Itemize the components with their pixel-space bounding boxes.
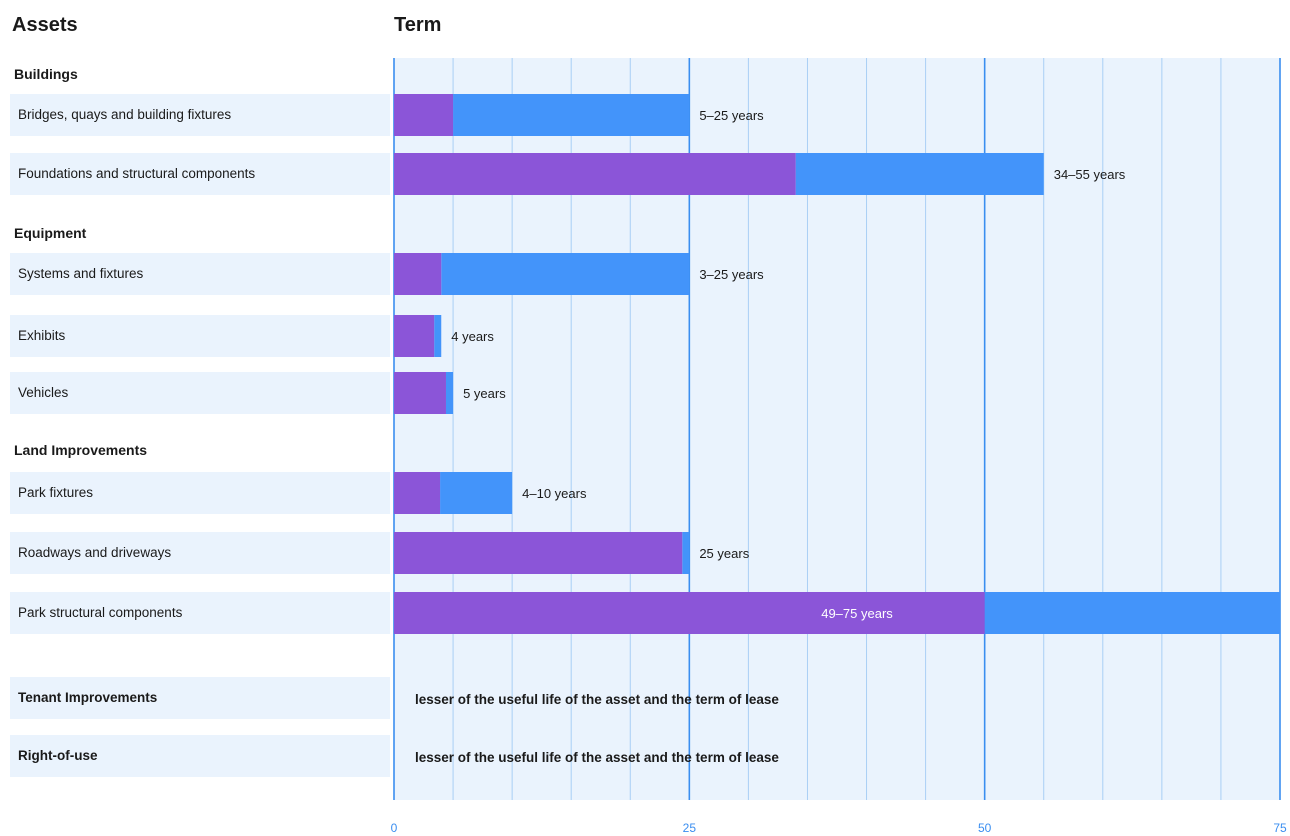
x-tick-label: 25 [683, 821, 697, 835]
bar-max-segment [434, 315, 442, 357]
lease-note: lesser of the useful life of the asset a… [415, 750, 779, 765]
x-tick-label: 75 [1273, 821, 1287, 835]
row-bg [10, 94, 390, 136]
row-bg [10, 677, 390, 719]
row-bg [10, 592, 390, 634]
assets-header: Assets [12, 14, 78, 36]
row-bg [10, 153, 390, 195]
data-label: 5 years [463, 386, 506, 401]
row-label: Right-of-use [18, 748, 98, 763]
row-bg [10, 735, 390, 777]
bar-max-segment [441, 253, 690, 295]
row-label: Systems and fixtures [18, 266, 144, 281]
row-label: Park structural components [18, 605, 183, 620]
x-tick-label: 50 [978, 821, 992, 835]
bar-max-segment [440, 472, 513, 514]
row-bg [10, 253, 390, 295]
bar-min-segment [394, 153, 796, 195]
data-label: 4–10 years [522, 486, 587, 501]
bar-min-segment [394, 315, 435, 357]
bar-min-segment [394, 472, 441, 514]
data-label: 34–55 years [1054, 167, 1126, 182]
data-label: 25 years [699, 546, 749, 561]
row-label: Park fixtures [18, 485, 94, 500]
bar-min-segment [394, 372, 446, 414]
row-label: Bridges, quays and building fixtures [18, 107, 232, 122]
bar-max-segment [453, 94, 690, 136]
row-label: Tenant Improvements [18, 690, 158, 705]
bar-min-segment [394, 592, 985, 634]
bar-max-segment [682, 532, 690, 574]
row-bg [10, 532, 390, 574]
row-bg [10, 315, 390, 357]
term-header: Term [394, 14, 442, 36]
row-label: Exhibits [18, 328, 66, 343]
bar-max-segment [984, 592, 1280, 634]
data-label: 3–25 years [699, 267, 764, 282]
row-label: Vehicles [18, 385, 69, 400]
category-buildings: Buildings [14, 66, 78, 82]
lease-note: lesser of the useful life of the asset a… [415, 692, 779, 707]
bar-min-segment [394, 94, 454, 136]
row-label: Roadways and driveways [18, 545, 172, 560]
row-label: Foundations and structural components [18, 166, 256, 181]
bar-min-segment [394, 532, 683, 574]
data-label: 5–25 years [699, 108, 764, 123]
data-label: 49–75 years [821, 606, 893, 621]
data-label: 4 years [451, 329, 494, 344]
bar-max-segment [445, 372, 454, 414]
bar-min-segment [394, 253, 442, 295]
category-equipment: Equipment [14, 225, 87, 241]
x-tick-label: 0 [391, 821, 398, 835]
row-bg [10, 472, 390, 514]
row-bg [10, 372, 390, 414]
bar-max-segment [795, 153, 1044, 195]
category-land-improvements: Land Improvements [14, 442, 148, 458]
